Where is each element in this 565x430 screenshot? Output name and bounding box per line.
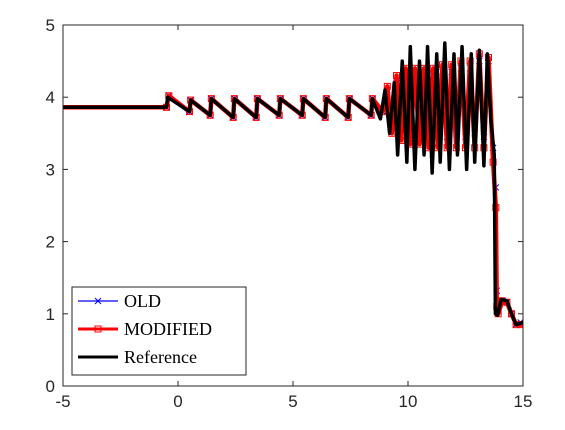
x-tick-label: 5 — [288, 392, 297, 411]
y-tick-label: 3 — [46, 160, 55, 179]
series-line-reference — [63, 41, 523, 327]
legend-label-modified: MODIFIED — [124, 319, 212, 339]
data-point-modified — [393, 72, 400, 80]
legend-label-reference: Reference — [124, 347, 197, 367]
y-tick-label: 0 — [46, 377, 55, 396]
series-reference — [63, 41, 523, 327]
y-tick-label: 4 — [46, 88, 55, 107]
x-tick-label: 0 — [173, 392, 182, 411]
legend-marker-modified — [94, 325, 102, 333]
data-point-modified — [383, 82, 391, 90]
legend: OLD MODIFIED Reference — [71, 286, 247, 376]
series-layer — [63, 41, 523, 329]
y-tick-label: 5 — [46, 16, 55, 35]
legend-label-old: OLD — [124, 291, 161, 311]
x-tick-label: -5 — [55, 392, 70, 411]
y-tick-label: 2 — [46, 233, 55, 252]
y-tick-label: 1 — [46, 305, 55, 324]
x-tick-label: 15 — [514, 392, 533, 411]
legend-marker-old — [94, 297, 102, 305]
x-tick-label: 10 — [399, 392, 418, 411]
